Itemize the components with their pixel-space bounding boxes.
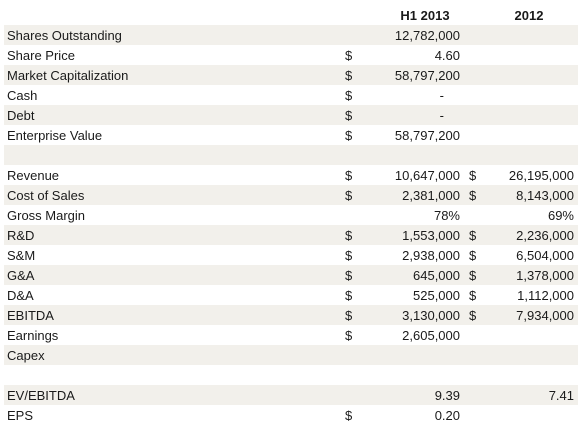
row-label: Market Capitalization [7, 67, 129, 83]
row-label: D&A [7, 287, 34, 303]
table-row: Revenue $10,647,000 $26,195,000 [4, 165, 578, 185]
table-row: EV/EBITDA 9.39 7.41 [4, 385, 578, 405]
currency-symbol-h1-2013: $ [345, 307, 353, 323]
table-row: Debt $ - [4, 105, 578, 125]
currency-symbol-2012: $ [469, 187, 477, 203]
table-row: Market Capitalization $58,797,200 [4, 65, 578, 85]
currency-symbol-2012: $ [469, 307, 477, 323]
row-label: Gross Margin [7, 207, 86, 223]
row-label: Capex [7, 347, 45, 363]
spacer-row [4, 145, 578, 165]
table-row: EPS $0.20 [4, 405, 578, 425]
value-2012: 69% [547, 207, 574, 223]
value-h1-2013: 78% [433, 207, 460, 223]
row-label: G&A [7, 267, 35, 283]
row-label: Earnings [7, 327, 59, 343]
value-2012: 8,143,000 [516, 187, 574, 203]
header-row: H1 2013 2012 [4, 5, 578, 25]
value-2012: 7.41 [548, 387, 574, 403]
row-label: S&M [7, 247, 36, 263]
currency-symbol-2012: $ [469, 267, 477, 283]
row-label: Cost of Sales [7, 187, 85, 203]
currency-symbol-2012: $ [469, 287, 477, 303]
value-h1-2013: 1,553,000 [402, 227, 460, 243]
currency-symbol-h1-2013: $ [345, 87, 353, 103]
value-2012: 7,934,000 [516, 307, 574, 323]
column-header-h1-2013: H1 2013 [400, 7, 450, 23]
row-label: Enterprise Value [7, 127, 103, 143]
value-h1-2013: 525,000 [413, 287, 460, 303]
row-label: EBITDA [7, 307, 54, 323]
currency-symbol-h1-2013: $ [345, 287, 353, 303]
currency-symbol-h1-2013: $ [345, 267, 353, 283]
currency-symbol-h1-2013: $ [345, 67, 353, 83]
table-row: Enterprise Value $58,797,200 [4, 125, 578, 145]
value-2012: 1,378,000 [516, 267, 574, 283]
row-label: EPS [7, 407, 34, 423]
value-h1-2013: 10,647,000 [394, 167, 460, 183]
currency-symbol-h1-2013: $ [345, 247, 353, 263]
value-h1-2013: 12,782,000 [394, 27, 460, 43]
row-label: Debt [7, 107, 35, 123]
table-row: Earnings $2,605,000 [4, 325, 578, 345]
value-h1-2013: - [439, 107, 444, 123]
currency-symbol-h1-2013: $ [345, 107, 353, 123]
currency-symbol-h1-2013: $ [345, 227, 353, 243]
currency-symbol-h1-2013: $ [345, 127, 353, 143]
table-row: Share Price $4.60 [4, 45, 578, 65]
currency-symbol-h1-2013: $ [345, 187, 353, 203]
value-h1-2013: 9.39 [434, 387, 460, 403]
value-h1-2013: 4.60 [434, 47, 460, 63]
value-h1-2013: 0.20 [434, 407, 460, 423]
spacer-row [4, 365, 578, 385]
value-2012: 26,195,000 [508, 167, 574, 183]
table-row: R&D $1,553,000 $2,236,000 [4, 225, 578, 245]
row-label: R&D [7, 227, 35, 243]
currency-symbol-2012: $ [469, 167, 477, 183]
value-2012: 2,236,000 [516, 227, 574, 243]
currency-symbol-h1-2013: $ [345, 327, 353, 343]
value-h1-2013: - [439, 87, 444, 103]
value-h1-2013: 3,130,000 [402, 307, 460, 323]
table-row: G&A $645,000 $1,378,000 [4, 265, 578, 285]
table-row: EBITDA $3,130,000 $7,934,000 [4, 305, 578, 325]
row-label: Cash [7, 87, 38, 103]
value-2012: 6,504,000 [516, 247, 574, 263]
currency-symbol-h1-2013: $ [345, 407, 353, 423]
currency-symbol-2012: $ [469, 247, 477, 263]
table-row: D&A $525,000 $1,112,000 [4, 285, 578, 305]
row-label: Shares Outstanding [7, 27, 122, 43]
table-row: Capex [4, 345, 578, 365]
row-label: EV/EBITDA [7, 387, 75, 403]
value-2012: 1,112,000 [517, 287, 574, 303]
currency-symbol-2012: $ [469, 227, 477, 243]
table-row: Shares Outstanding 12,782,000 [4, 25, 578, 45]
value-h1-2013: 2,381,000 [402, 187, 460, 203]
table-row: Gross Margin 78% 69% [4, 205, 578, 225]
value-h1-2013: 2,938,000 [402, 247, 460, 263]
table-row: Cost of Sales $2,381,000 $8,143,000 [4, 185, 578, 205]
value-h1-2013: 58,797,200 [394, 127, 460, 143]
currency-symbol-h1-2013: $ [345, 47, 353, 63]
table-row: Cash $ - [4, 85, 578, 105]
row-label: Revenue [7, 167, 60, 183]
currency-symbol-h1-2013: $ [345, 167, 353, 183]
value-h1-2013: 645,000 [413, 267, 460, 283]
value-h1-2013: 2,605,000 [402, 327, 460, 343]
row-label: Share Price [7, 47, 75, 63]
column-header-2012: 2012 [514, 7, 544, 23]
value-h1-2013: 58,797,200 [394, 67, 460, 83]
table-row: S&M $2,938,000 $6,504,000 [4, 245, 578, 265]
